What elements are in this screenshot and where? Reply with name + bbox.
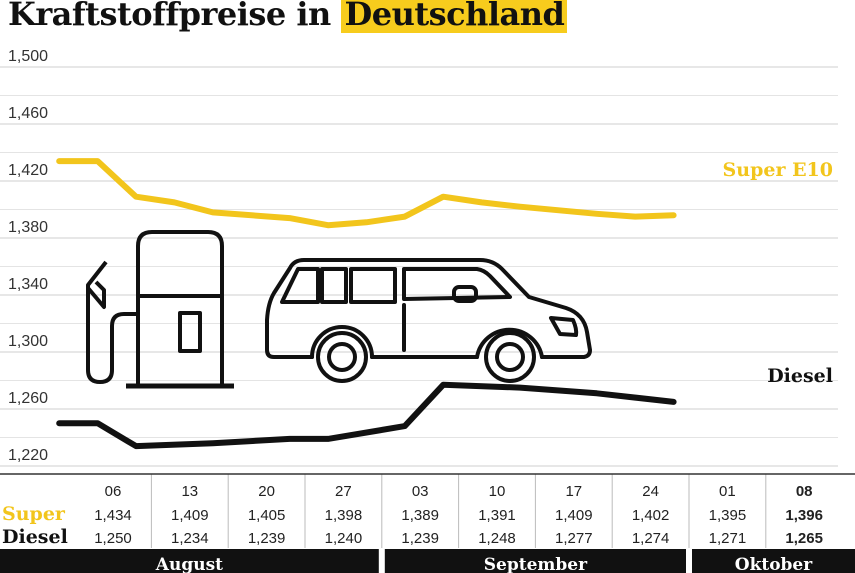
series-lines <box>56 158 677 450</box>
super-e10-line <box>56 158 677 229</box>
month-band <box>384 549 686 573</box>
y-tick-label: 1,380 <box>8 219 48 236</box>
y-tick-label: 1,500 <box>8 48 48 65</box>
diesel-value-cell: 1,240 <box>325 530 363 547</box>
diesel-value-cell: 1,239 <box>401 530 439 547</box>
diesel-value-cell: 1,274 <box>632 530 670 547</box>
title-part1: Kraftstoffpreise in <box>8 0 342 33</box>
x-tick-label: 20 <box>258 483 275 500</box>
diesel-value-cell: 1,234 <box>171 530 209 547</box>
diesel-value-cell: 1,239 <box>248 530 286 547</box>
row-label-super: Super <box>2 503 66 525</box>
x-tick-label: 08 <box>796 483 813 500</box>
super-value-cell: 1,395 <box>709 507 747 524</box>
x-tick-label: 01 <box>719 483 736 500</box>
x-tick-label: 27 <box>335 483 352 500</box>
x-tick-label: 06 <box>105 483 122 500</box>
car-icon <box>265 258 592 383</box>
y-tick-label: 1,420 <box>8 162 48 179</box>
row-label-diesel: Diesel <box>2 526 68 548</box>
month-label: September <box>484 555 588 573</box>
super-value-cell: 1,434 <box>94 507 132 524</box>
month-bar: August September Oktober <box>0 549 855 573</box>
series-label-diesel: Diesel <box>767 365 833 387</box>
x-tick-label: 13 <box>181 483 198 500</box>
y-axis-ticks: 1,500 1,460 1,420 1,380 1,340 1,300 1,260 1,220 <box>8 48 48 464</box>
super-value-cell: 1,402 <box>632 507 670 524</box>
y-tick-label: 1,220 <box>8 447 48 464</box>
super-value-cell: 1,409 <box>171 507 209 524</box>
month-label: August <box>155 555 223 573</box>
series-label-super-e10: Super E10 <box>723 159 833 181</box>
x-tick-label: 03 <box>412 483 429 500</box>
value-table: Super Diesel 06 1,434 1,250 13 1,409 1,234 20 1… <box>0 473 855 548</box>
y-tick-label: 1,300 <box>8 333 48 350</box>
grid-lines <box>0 66 838 467</box>
super-value-cell: 1,389 <box>401 507 439 524</box>
diesel-value-cell: 1,271 <box>709 530 747 547</box>
month-band <box>0 549 379 573</box>
super-value-cell: 1,398 <box>325 507 363 524</box>
title-highlight: Deutschland <box>341 0 568 33</box>
super-value-cell: 1,409 <box>555 507 593 524</box>
month-label: Oktober <box>735 555 813 573</box>
chart-title: Kraftstoffpreise in Deutschland <box>8 0 568 34</box>
super-value-cell: 1,405 <box>248 507 286 524</box>
y-tick-label: 1,340 <box>8 276 48 293</box>
month-band <box>692 549 855 573</box>
x-tick-label: 10 <box>489 483 506 500</box>
diesel-line <box>56 381 677 450</box>
super-value-cell: 1,391 <box>478 507 516 524</box>
x-tick-label: 24 <box>642 483 659 500</box>
x-tick-label: 17 <box>565 483 582 500</box>
fuel-pump-icon <box>86 230 234 389</box>
super-value-cell: 1,396 <box>785 507 823 524</box>
diesel-value-cell: 1,248 <box>478 530 516 547</box>
diesel-value-cell: 1,277 <box>555 530 593 547</box>
y-tick-label: 1,260 <box>8 390 48 407</box>
diesel-value-cell: 1,250 <box>94 530 132 547</box>
y-tick-label: 1,460 <box>8 105 48 122</box>
diesel-value-cell: 1,265 <box>785 530 823 547</box>
